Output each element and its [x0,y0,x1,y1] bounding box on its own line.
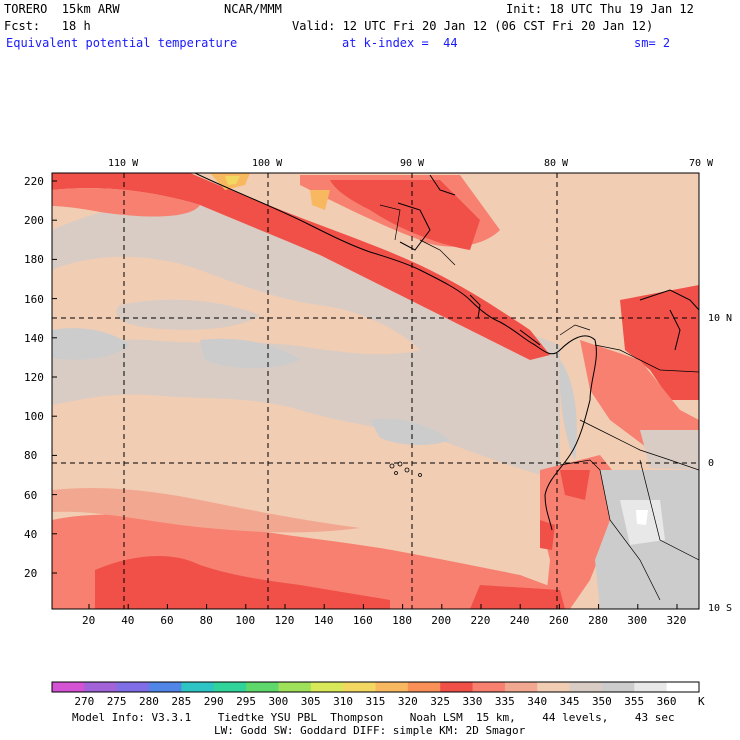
axis-ticks [52,180,678,609]
colorbar-tick-label: 305 [300,695,321,708]
field-name: Equivalent potential temperature [6,36,238,50]
lat-label-0: 0 [708,458,715,469]
model-name: TORERO 15km ARW [4,2,120,16]
colorbar-swatch [634,682,668,692]
colorbar-swatch [149,682,182,692]
lat-label-10s: 10 S [708,603,733,614]
y-tick-label: 100 [24,410,44,424]
x-tick-label: 220 [470,614,491,627]
colorbar-swatch [213,682,247,692]
colorbar-tick-label: 275 [106,695,127,708]
y-tick-label: 120 [24,371,44,384]
y-tick-label: 140 [24,331,44,345]
colorbar-tick-label: 300 [268,695,289,708]
lon-label-80w: 80 W [544,158,569,169]
y-tick-label: 180 [24,253,44,267]
colorbar-tick-label: 325 [430,695,451,708]
theta-e-field [52,173,699,609]
colorbar-swatch [181,682,215,692]
y-tick-label: 200 [24,214,44,228]
lat-label-10n: 10 N [708,313,733,324]
colorbar-swatch [246,682,279,692]
y-tick-label: 80 [24,449,38,463]
colorbar-tick-label: 315 [365,695,386,708]
colorbar-tick-label: 355 [624,695,645,708]
x-tick-label: 180 [392,614,412,627]
x-tick-label: 120 [274,614,295,627]
y-tick-label: 20 [24,567,38,580]
x-tick-label: 160 [352,614,373,627]
colorbar-tick-label: 290 [203,695,224,708]
physics-info: LW: Godd SW: Goddard DIFF: simple KM: 2D… [214,724,526,737]
colorbar-tick-label: 335 [494,695,515,708]
x-tick-label: 260 [548,614,569,627]
forecast-hour: Fcst: 18 h [4,19,91,33]
colorbar-frame [51,681,700,693]
colorbar-swatch [504,682,538,692]
smoothing-info: sm= 2 [634,36,671,50]
colorbar-swatch [84,682,118,692]
colorbar-tick-label: 280 [139,695,159,708]
colorbar-tick-label: 350 [591,695,612,708]
colorbar-swatch [116,682,150,692]
colorbar-swatch [472,682,506,692]
plot-frame [51,172,700,610]
galapagos-islands [389,461,422,477]
x-tick-label: 320 [666,614,687,627]
colorbar-swatch [407,682,441,692]
colorbar-tick-label: 360 [656,695,677,708]
colorbar [52,682,700,692]
x-tick-label: 140 [313,614,334,627]
y-tick-label: 220 [24,175,44,188]
colorbar-swatch [440,682,474,692]
y-tick-label: 40 [24,527,38,541]
valid-time: Valid: 12 UTC Fri 20 Jan 12 (06 CST Fri … [292,19,654,33]
x-tick-label: 20 [82,614,96,627]
colorbar-swatch [278,682,312,692]
colorbar-tick-label: 320 [397,695,418,708]
colorbar-swatch [601,682,635,692]
colorbar-tick-label: 270 [74,695,95,708]
x-tick-label: 60 [160,614,174,627]
colorbar-tick-label: 310 [333,695,354,708]
x-tick-label: 280 [588,614,608,627]
x-tick-label: 100 [235,614,256,627]
colorbar-swatch [537,682,571,692]
y-tick-label: 60 [24,488,38,502]
lon-label-100w: 100 W [252,158,283,169]
colorbar-swatch [310,682,344,692]
colorbar-swatch [569,682,603,692]
lon-label-70w: 70 W [689,158,714,169]
colorbar-swatch [343,682,376,692]
latlon-grid [52,173,699,609]
x-tick-label: 300 [627,614,648,627]
colorbar-tick-label: 330 [462,695,483,708]
colorbar-unit: K [698,695,705,708]
init-time: Init: 18 UTC Thu 19 Jan 12 [506,2,694,16]
colorbar-swatch [666,682,700,692]
y-tick-label: 160 [24,292,44,306]
organization: NCAR/MMM [224,2,282,16]
lon-label-110w: 110 W [108,158,139,169]
level-info: at k-index = 44 [342,36,458,50]
colorbar-tick-label: 340 [527,695,548,708]
coastlines [194,173,699,531]
x-tick-label: 200 [431,614,452,627]
model-info: Model Info: V3.3.1 Tiedtke YSU PBL Thomp… [72,711,675,724]
colorbar-swatch [52,682,85,692]
lon-label-90w: 90 W [400,158,425,169]
x-tick-label: 40 [121,614,135,627]
colorbar-tick-label: 345 [559,695,580,708]
x-tick-label: 80 [199,614,213,627]
colorbar-tick-label: 295 [236,695,256,708]
country-borders [379,204,699,601]
colorbar-tick-label: 285 [171,695,192,708]
x-tick-label: 240 [509,614,530,627]
colorbar-swatch [375,682,409,692]
